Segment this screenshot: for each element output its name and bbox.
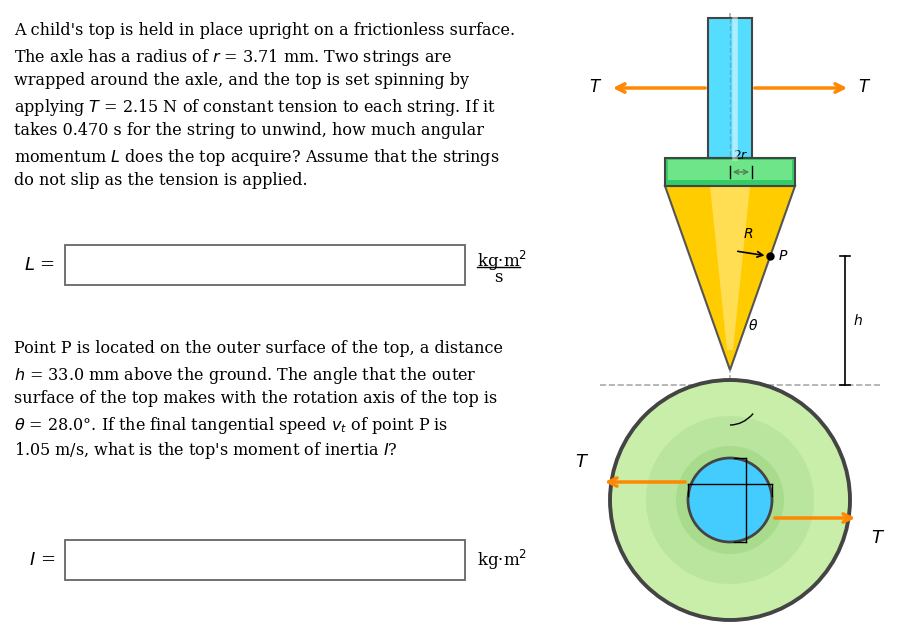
Text: $T$: $T$ bbox=[574, 453, 589, 471]
Text: 1.05 m/s, what is the top's moment of inertia $I$?: 1.05 m/s, what is the top's moment of in… bbox=[14, 440, 397, 461]
Polygon shape bbox=[665, 186, 795, 370]
Text: surface of the top makes with the rotation axis of the top is: surface of the top makes with the rotati… bbox=[14, 390, 497, 407]
Text: The axle has a radius of $r$ = 3.71 mm. Two strings are: The axle has a radius of $r$ = 3.71 mm. … bbox=[14, 47, 452, 68]
Circle shape bbox=[688, 458, 772, 542]
Text: kg·m$^2$: kg·m$^2$ bbox=[477, 548, 527, 572]
Text: $\theta$: $\theta$ bbox=[748, 318, 758, 333]
Text: $P$: $P$ bbox=[778, 249, 789, 263]
Text: $L$ =: $L$ = bbox=[24, 256, 55, 274]
Bar bbox=[665, 158, 795, 186]
Text: wrapped around the axle, and the top is set spinning by: wrapped around the axle, and the top is … bbox=[14, 72, 469, 89]
Text: $R$: $R$ bbox=[743, 227, 754, 241]
Polygon shape bbox=[710, 186, 750, 350]
Text: s: s bbox=[494, 269, 503, 286]
Text: $T$: $T$ bbox=[871, 529, 885, 547]
Bar bbox=[708, 18, 752, 158]
Bar bbox=[668, 160, 792, 180]
Text: do not slip as the tension is applied.: do not slip as the tension is applied. bbox=[14, 172, 307, 189]
Bar bbox=[65, 540, 465, 580]
Text: $2r$: $2r$ bbox=[734, 149, 749, 162]
Text: $\theta$ = 28.0°. If the final tangential speed $v_t$ of point P is: $\theta$ = 28.0°. If the final tangentia… bbox=[14, 415, 448, 436]
Circle shape bbox=[610, 380, 850, 620]
Text: $T$: $T$ bbox=[858, 79, 871, 97]
Text: applying $T$ = 2.15 N of constant tension to each string. If it: applying $T$ = 2.15 N of constant tensio… bbox=[14, 97, 495, 118]
Circle shape bbox=[676, 446, 784, 554]
Text: momentum $L$ does the top acquire? Assume that the strings: momentum $L$ does the top acquire? Assum… bbox=[14, 147, 499, 168]
Bar bbox=[65, 245, 465, 285]
Circle shape bbox=[646, 416, 814, 584]
Text: kg·m$^2$: kg·m$^2$ bbox=[477, 249, 527, 273]
Text: A child's top is held in place upright on a frictionless surface.: A child's top is held in place upright o… bbox=[14, 22, 515, 39]
Text: $I$ =: $I$ = bbox=[29, 551, 55, 569]
Text: $h$ = 33.0 mm above the ground. The angle that the outer: $h$ = 33.0 mm above the ground. The angl… bbox=[14, 365, 476, 386]
Text: $T$: $T$ bbox=[589, 79, 602, 97]
Text: takes 0.470 s for the string to unwind, how much angular: takes 0.470 s for the string to unwind, … bbox=[14, 122, 484, 139]
Text: $h$: $h$ bbox=[853, 313, 863, 328]
Text: $2r$: $2r$ bbox=[752, 501, 769, 515]
Text: Point P is located on the outer surface of the top, a distance: Point P is located on the outer surface … bbox=[14, 340, 503, 357]
